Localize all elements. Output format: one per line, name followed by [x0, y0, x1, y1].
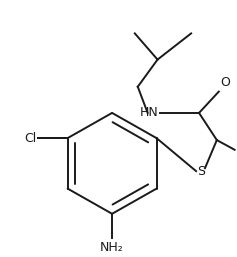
Text: S: S [197, 165, 205, 178]
Text: Cl: Cl [24, 132, 37, 145]
Text: NH₂: NH₂ [100, 241, 124, 253]
Text: HN: HN [140, 106, 158, 120]
Text: O: O [220, 76, 230, 89]
